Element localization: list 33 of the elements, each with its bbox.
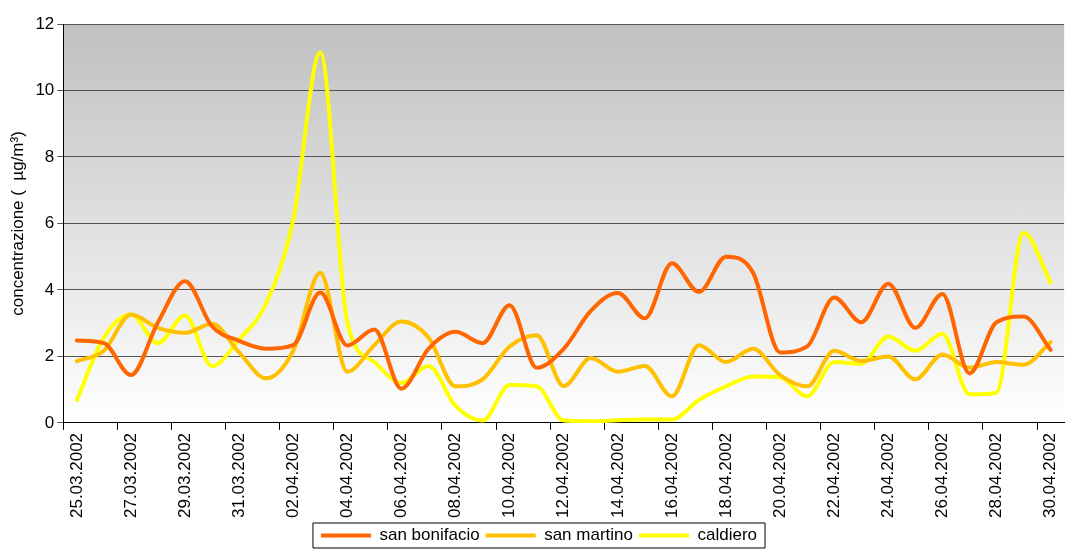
legend-label: san martino bbox=[544, 525, 633, 545]
y-tick-label: 8 bbox=[44, 146, 55, 166]
y-tick-label: 0 bbox=[44, 412, 55, 432]
x-tick-label: 29.03.2002 bbox=[174, 432, 194, 519]
y-tick-label: 4 bbox=[44, 279, 55, 299]
x-tick-label: 10.04.2002 bbox=[499, 432, 519, 519]
y-tick-label: 10 bbox=[35, 80, 55, 100]
y-tick-label: 6 bbox=[44, 213, 55, 233]
y-tick-label: 12 bbox=[35, 13, 55, 33]
legend-label: caldiero bbox=[697, 525, 758, 545]
x-tick-label: 16.04.2002 bbox=[661, 432, 681, 519]
x-tick-label: 04.04.2002 bbox=[337, 432, 357, 519]
x-tick-label: 14.04.2002 bbox=[607, 432, 627, 519]
x-tick-label: 31.03.2002 bbox=[228, 432, 248, 519]
line-series bbox=[74, 50, 1053, 423]
x-tick-label: 26.04.2002 bbox=[932, 432, 952, 519]
line-series bbox=[74, 254, 1053, 391]
x-tick-label: 02.04.2002 bbox=[282, 432, 302, 519]
x-tick-label: 24.04.2002 bbox=[877, 432, 897, 519]
x-tick-label: 30.04.2002 bbox=[1040, 432, 1060, 519]
x-tick-label: 06.04.2002 bbox=[391, 432, 411, 519]
y-axis-title: concentrazione ( µg/m³) bbox=[7, 131, 27, 316]
x-tick-label: 25.03.2002 bbox=[66, 432, 86, 519]
line-series bbox=[74, 270, 1053, 399]
x-tick-label: 22.04.2002 bbox=[823, 432, 843, 519]
x-tick-label: 08.04.2002 bbox=[445, 432, 465, 519]
x-tick-label: 27.03.2002 bbox=[120, 432, 140, 519]
y-tick-label: 2 bbox=[44, 346, 55, 366]
x-tick-label: 28.04.2002 bbox=[986, 432, 1006, 519]
x-tick-label: 12.04.2002 bbox=[553, 432, 573, 519]
legend-label: san bonifacio bbox=[379, 525, 480, 545]
x-tick-label: 20.04.2002 bbox=[769, 432, 789, 519]
x-tick-label: 18.04.2002 bbox=[715, 432, 735, 519]
